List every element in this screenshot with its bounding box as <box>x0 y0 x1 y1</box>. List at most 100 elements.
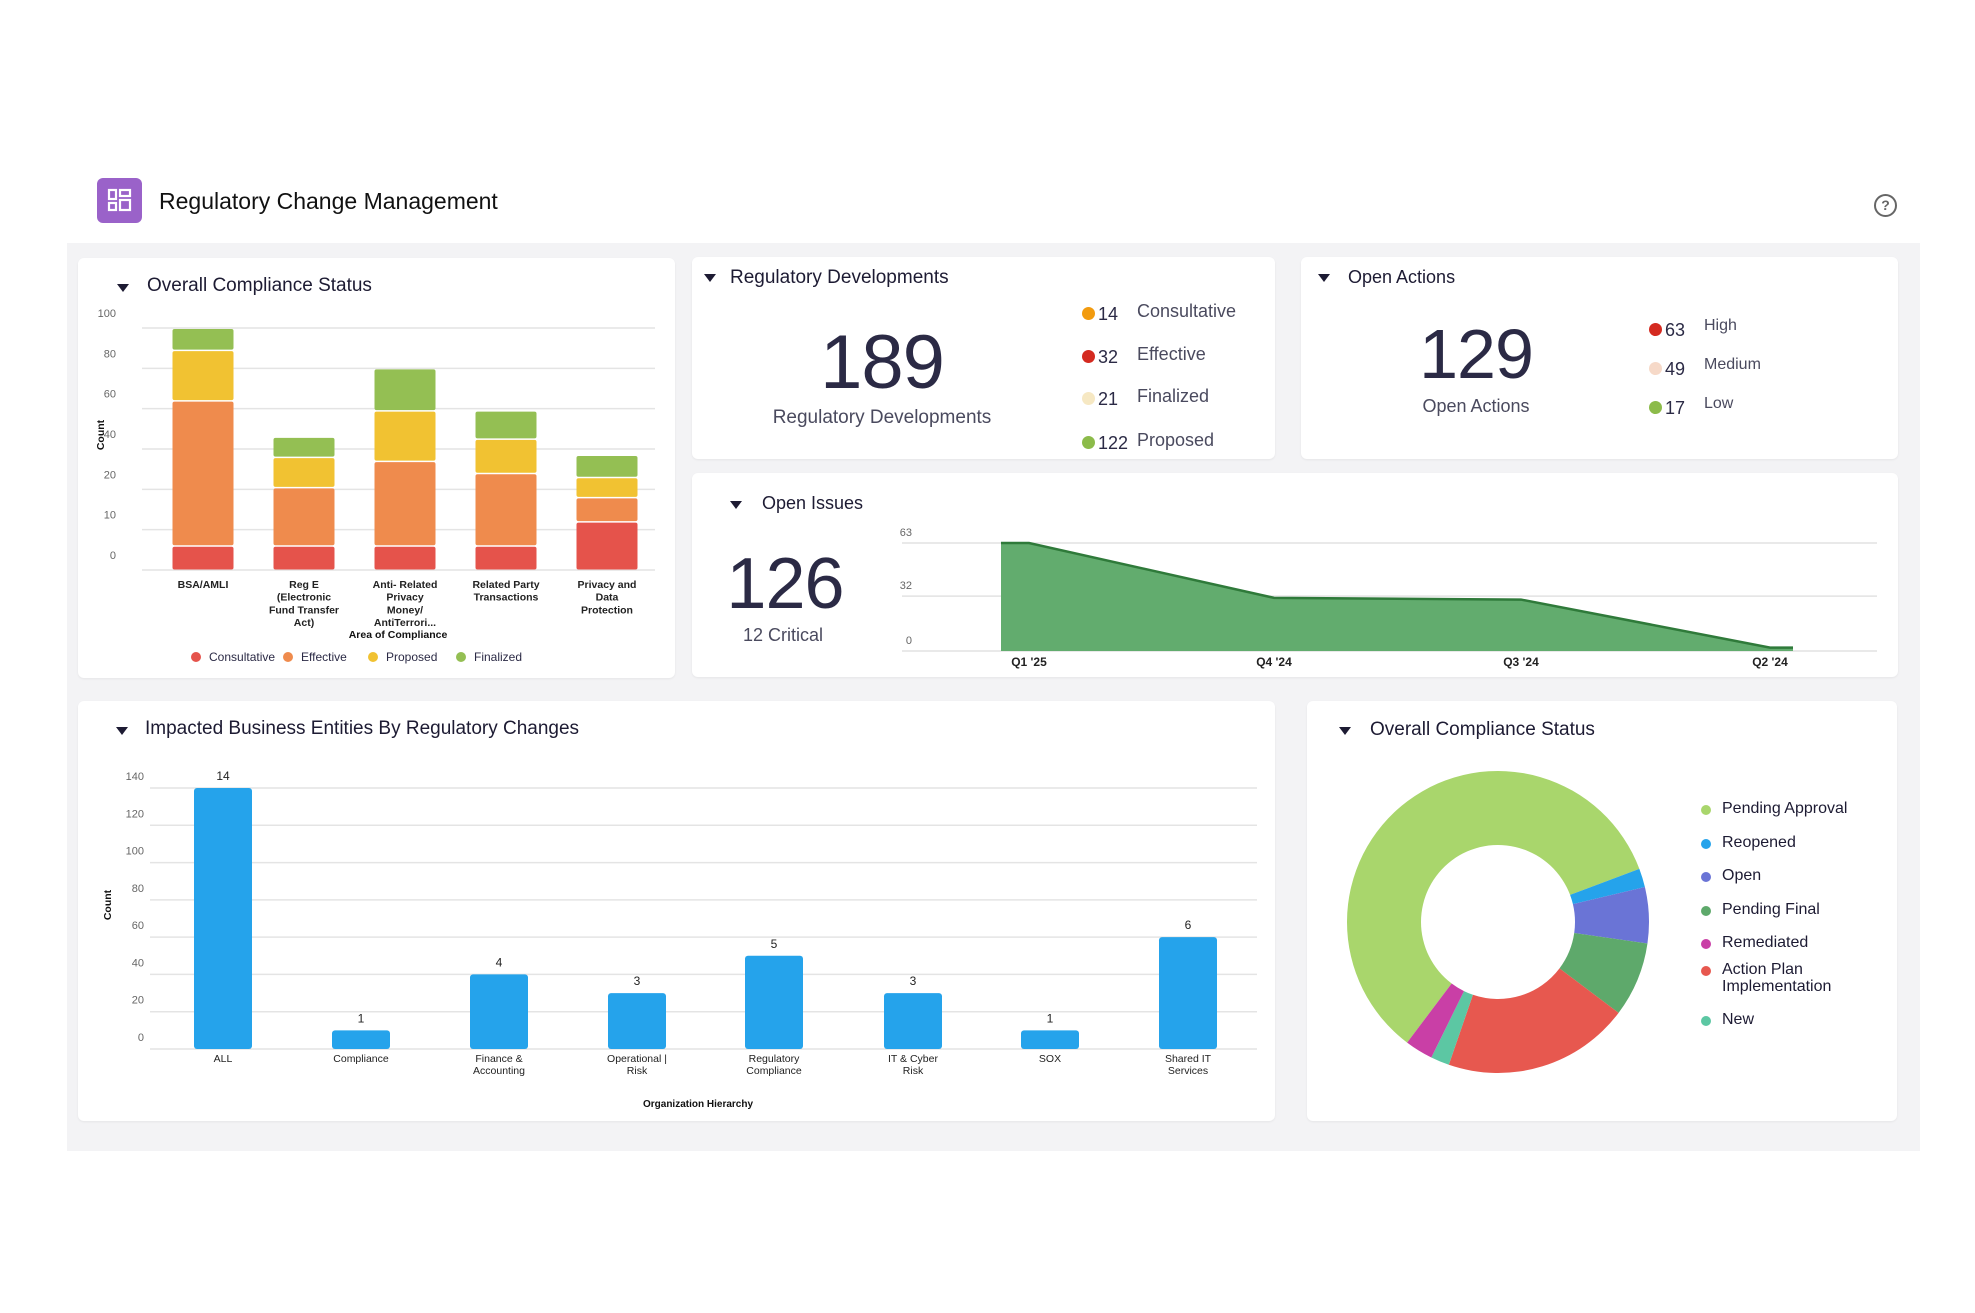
bar <box>1021 1030 1079 1049</box>
data-label: 1 <box>358 1011 365 1025</box>
legend-label: Finalized <box>474 650 522 664</box>
regulatory-developments-card: Regulatory Developments 189 Regulatory D… <box>692 257 1275 459</box>
bar-segment-effective <box>273 488 335 546</box>
card-title: Impacted Business Entities By Regulatory… <box>145 718 580 739</box>
legend-dot-icon <box>1701 839 1711 849</box>
x-tick-label: AntiTerrori... <box>374 617 436 629</box>
donut-slice <box>1559 932 1648 1013</box>
x-tick-label: Privacy <box>386 592 424 604</box>
x-tick-label: Risk <box>903 1065 924 1077</box>
area-line <box>1001 541 1793 649</box>
collapse-caret-icon[interactable] <box>117 284 129 292</box>
open-issues-total: 126 <box>726 544 844 624</box>
x-tick-label: Q3 '24 <box>1503 655 1539 669</box>
page-title: Regulatory Change Management <box>159 188 498 214</box>
x-tick-label: Regulatory <box>749 1053 801 1065</box>
regulatory-developments-label: Regulatory Developments <box>772 407 992 428</box>
y-tick-label: 140 <box>126 771 144 783</box>
card-title: Overall Compliance Status <box>147 275 372 296</box>
legend-dot-icon <box>283 652 293 662</box>
legend-label: Consultative <box>209 650 275 664</box>
y-tick-label: 20 <box>132 995 144 1007</box>
legend-label: Reopened <box>1722 834 1796 851</box>
stacked-bar-chart: 0 10 20 40 60 80 100 Count BSA/AMLI Reg E(Electro… <box>95 308 655 664</box>
bar-segment-effective <box>374 462 436 546</box>
donut-slice <box>1572 887 1649 944</box>
collapse-caret-icon[interactable] <box>116 727 128 735</box>
bar-segment-effective <box>475 474 537 546</box>
data-label: 5 <box>771 937 778 951</box>
legend-label: Pending Final <box>1722 901 1820 918</box>
collapse-caret-icon[interactable] <box>1318 274 1330 282</box>
x-tick-label: Accounting <box>473 1065 525 1077</box>
dashboard-grid-icon <box>97 178 142 223</box>
bar-segment-consultative <box>576 522 638 570</box>
data-label: 3 <box>910 974 917 988</box>
open-actions-label: Open Actions <box>1422 396 1530 416</box>
x-tick-label: Reg E <box>289 579 319 591</box>
data-label: 3 <box>634 974 641 988</box>
bar-segment-proposed <box>172 351 234 401</box>
legend-dot-icon <box>1082 350 1095 363</box>
bar <box>608 993 666 1049</box>
collapse-caret-icon[interactable] <box>1339 727 1351 735</box>
bar-segment-proposed <box>475 439 537 473</box>
legend-label: Action Plan Implementation <box>1722 961 1832 995</box>
bar-segment-proposed <box>374 411 436 461</box>
bar <box>470 974 528 1049</box>
x-tick-label: ALL <box>214 1053 233 1065</box>
collapse-caret-icon[interactable] <box>730 501 742 509</box>
y-tick-label: 100 <box>126 846 144 858</box>
y-tick-label: 0 <box>110 550 116 562</box>
data-label: 1 <box>1047 1011 1054 1025</box>
area-fill <box>1001 543 1793 651</box>
legend-count: 63 <box>1665 320 1686 340</box>
x-tick-label: Finance & <box>475 1053 522 1065</box>
x-tick-label: Money/ <box>387 604 423 616</box>
open-issues-area-chart: 0 32 63 Q1 '25 Q4 '24 Q3 '24 Q2 '24 <box>900 527 1877 669</box>
legend-label: Open <box>1722 867 1762 884</box>
y-tick-label: 63 <box>900 527 912 539</box>
regulatory-developments-total: 189 <box>820 320 945 405</box>
legend-label: Effective <box>301 650 347 664</box>
help-circle-icon[interactable]: ? <box>1874 194 1897 217</box>
legend-count: 17 <box>1665 398 1686 418</box>
bar <box>332 1030 390 1049</box>
x-tick-label: Act) <box>294 617 314 629</box>
open-actions-total: 129 <box>1419 315 1534 393</box>
x-tick-label: (Electronic <box>277 592 331 604</box>
y-tick-label: 0 <box>906 635 912 647</box>
compliance-donut-card: Overall Compliance Status Pending Approv… <box>1307 701 1897 1121</box>
x-tick-label: Q4 '24 <box>1256 655 1292 669</box>
y-tick-label: 60 <box>104 389 116 401</box>
bar-segment-consultative <box>475 546 537 570</box>
y-tick-label: 100 <box>98 308 116 320</box>
bar <box>1159 937 1217 1049</box>
legend-label: Low <box>1704 395 1734 412</box>
collapse-caret-icon[interactable] <box>704 274 716 282</box>
y-axis-label: Count <box>102 889 114 920</box>
legend-dot-icon <box>1649 323 1662 336</box>
bar-segment-effective <box>576 498 638 522</box>
x-tick-label: Risk <box>627 1065 648 1077</box>
legend-dot-icon <box>1082 436 1095 449</box>
y-tick-label: 20 <box>104 469 116 481</box>
legend-dot-icon <box>1082 307 1095 320</box>
y-tick-label: 80 <box>132 883 144 895</box>
bar-segment-proposed <box>273 458 335 487</box>
legend-count: 14 <box>1098 304 1119 324</box>
legend-label: New <box>1722 1011 1755 1028</box>
y-tick-label: 60 <box>132 920 144 932</box>
x-axis-label: Area of Compliance <box>349 629 448 641</box>
card-title: Open Actions <box>1348 267 1456 287</box>
y-tick-label: 0 <box>138 1032 144 1044</box>
legend-label: Proposed <box>386 650 437 664</box>
legend-dot-icon <box>1701 939 1711 949</box>
bar-segment-finalized <box>576 456 638 477</box>
impacted-entities-bar-chart: 0 20 40 60 80 100 120 140 Count 14 ALL 1 Compliance 4… <box>102 769 1257 1110</box>
legend-label: Finalized <box>1137 386 1210 406</box>
x-axis-label: Organization Hierarchy <box>643 1099 753 1110</box>
bar-segment-finalized <box>374 369 436 411</box>
x-tick-label: SOX <box>1039 1053 1061 1065</box>
bar-segment-proposed <box>576 478 638 497</box>
